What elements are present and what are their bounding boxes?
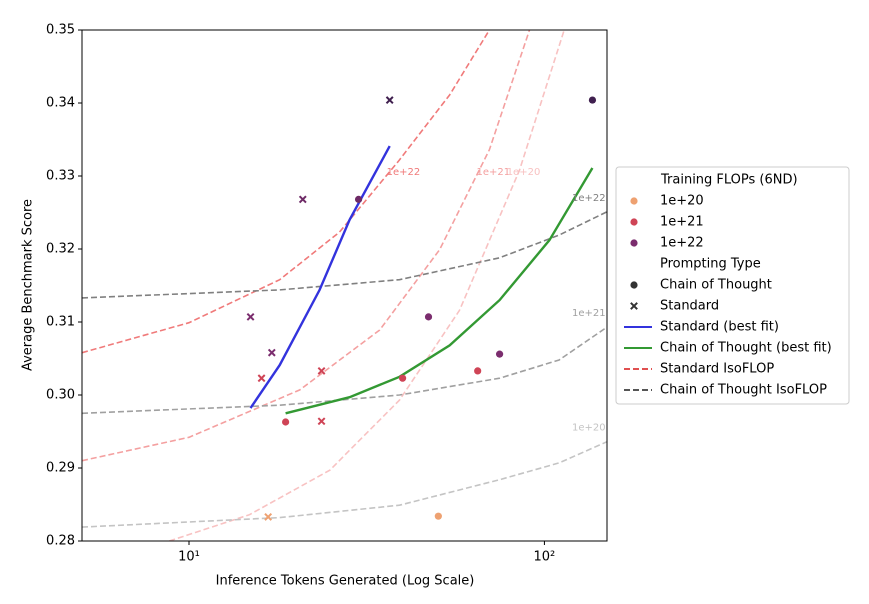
x-axis-label: Inference Tokens Generated (Log Scale) xyxy=(216,574,475,589)
point xyxy=(246,312,255,321)
isoflop-curve xyxy=(82,326,607,415)
isoflop-label: 1e+22 xyxy=(572,193,606,204)
point xyxy=(424,313,433,321)
point xyxy=(398,374,407,382)
legend-label: Standard IsoFLOP xyxy=(660,362,774,377)
axes: 0.28 0.29 0.30 0.31 0.32 0.33 0.34 0.35 10¹ 10² xyxy=(46,23,555,565)
axes-frame xyxy=(81,29,608,542)
legend-box xyxy=(615,166,850,405)
point xyxy=(317,367,326,375)
legend-label: 1e+20 xyxy=(660,194,704,209)
point xyxy=(298,195,307,204)
point xyxy=(267,348,276,357)
fit-line xyxy=(249,145,391,409)
y-tick-label: 0.32 xyxy=(46,242,75,257)
legend-label: Chain of Thought IsoFLOP xyxy=(660,383,827,398)
isoflop-label: 1e+20 xyxy=(572,423,606,434)
legend-label: Standard (best fit) xyxy=(660,320,779,335)
isoflop-label: 1e+20 xyxy=(507,167,541,178)
point xyxy=(257,374,266,383)
x-tick-label: 10² xyxy=(534,550,556,565)
point xyxy=(495,350,504,358)
x-tick-label: 10¹ xyxy=(178,550,200,565)
point xyxy=(474,367,482,375)
legend-title: Prompting Type xyxy=(660,257,761,272)
point xyxy=(264,513,273,521)
point xyxy=(317,417,326,426)
isoflop-label: 1e+21 xyxy=(572,308,606,319)
legend-label: 1e+22 xyxy=(660,236,704,251)
isoflop-label: 1e+21 xyxy=(477,167,511,178)
legend-title: Training FLOPs (6ND) xyxy=(660,173,798,188)
isoflop-curve xyxy=(82,211,607,299)
point xyxy=(385,96,394,104)
y-tick-label: 0.34 xyxy=(46,96,75,111)
legend-label: Standard xyxy=(660,299,719,314)
y-tick-label: 0.33 xyxy=(46,169,75,184)
legend-label: Chain of Thought (best fit) xyxy=(660,341,832,356)
fit-line xyxy=(285,167,594,415)
y-axis-label: Average Benchmark Score xyxy=(21,199,36,371)
point xyxy=(588,96,597,104)
y-tick-label: 0.31 xyxy=(46,315,75,330)
isoflop-curve xyxy=(82,30,491,354)
legend-marker xyxy=(630,218,638,226)
legend-marker xyxy=(630,239,638,247)
legend-marker xyxy=(630,302,638,310)
legend: Training FLOPs (6ND) 1e+20 1e+21 1e+22 Promp… xyxy=(615,166,850,405)
point xyxy=(282,418,290,426)
point xyxy=(434,512,442,520)
isoflop-curve xyxy=(82,30,531,462)
point xyxy=(354,195,363,203)
y-tick-label: 0.29 xyxy=(46,461,75,476)
isoflop-label: 1e+22 xyxy=(387,167,421,178)
y-tick-label: 0.28 xyxy=(46,534,75,549)
legend-label: 1e+21 xyxy=(660,215,704,230)
isoflop-curve xyxy=(169,30,565,541)
legend-marker xyxy=(630,197,638,205)
isoflop-curve xyxy=(82,440,607,528)
y-tick-label: 0.35 xyxy=(46,23,75,38)
legend-marker xyxy=(630,281,638,289)
y-tick-label: 0.30 xyxy=(46,388,75,403)
plot-area xyxy=(82,30,607,541)
legend-label: Chain of Thought xyxy=(660,278,772,293)
